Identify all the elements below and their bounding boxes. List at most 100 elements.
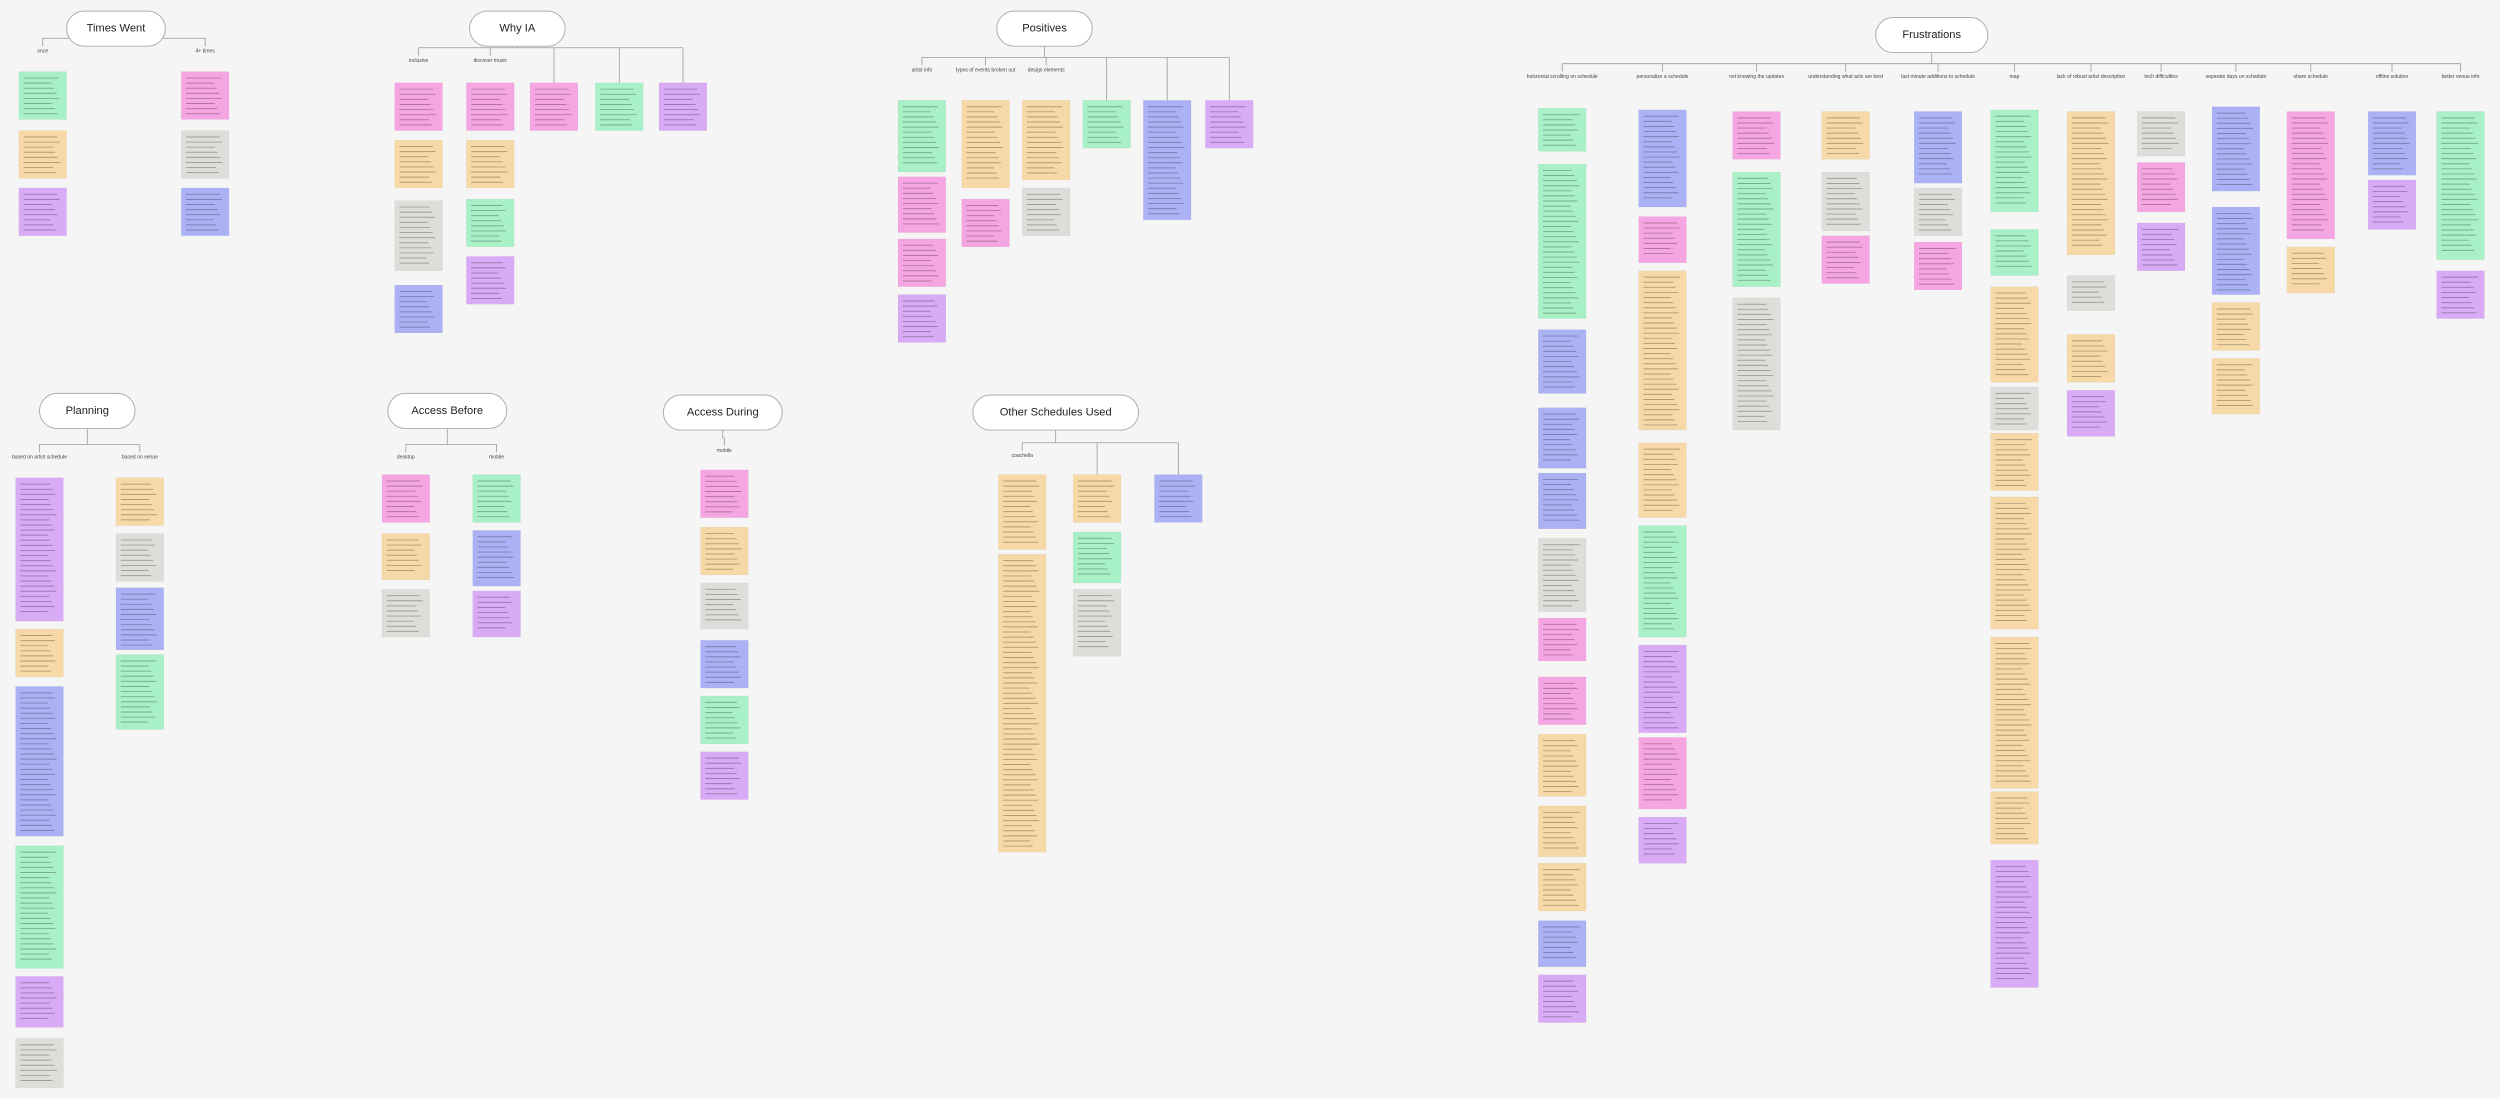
sticky-note xyxy=(15,976,64,1028)
sticky-note xyxy=(1913,241,1963,291)
sticky-note xyxy=(1990,286,2039,383)
cluster-title: Why IA xyxy=(499,23,535,35)
sticky-note xyxy=(15,686,64,837)
branch-label: once xyxy=(37,48,48,54)
sticky-note xyxy=(1990,859,2039,988)
branch-label: horizontal scrolling on schedule xyxy=(1527,74,1598,80)
sticky-note xyxy=(1638,737,1687,810)
sticky-note xyxy=(2367,179,2417,230)
branch-label: mobile xyxy=(717,448,732,454)
cluster: horizontal scrolling on schedule personal… xyxy=(1527,17,2485,1023)
sticky-note xyxy=(2211,358,2261,415)
sticky-note xyxy=(1143,100,1192,221)
sticky-note xyxy=(2367,111,2417,176)
branch-label: personalize a schedule xyxy=(1637,74,1689,80)
sticky-note xyxy=(1072,531,1122,584)
sticky-note xyxy=(1990,432,2039,491)
sticky-note xyxy=(181,130,230,179)
sticky-note xyxy=(1638,270,1687,431)
sticky-note xyxy=(897,294,947,343)
branch-label: mobile xyxy=(489,454,504,460)
sticky-note xyxy=(2286,111,2335,240)
sticky-note xyxy=(961,100,1010,189)
sticky-note xyxy=(2286,246,2335,294)
title-pill xyxy=(1875,17,1989,54)
title-pill xyxy=(662,394,783,431)
sticky-note xyxy=(595,82,644,131)
cluster-title: Access Before xyxy=(411,405,483,417)
sticky-note xyxy=(2211,302,2261,351)
sticky-note xyxy=(1821,171,1870,232)
sticky-note xyxy=(381,533,430,581)
sticky-note xyxy=(472,474,521,523)
sticky-note xyxy=(1638,525,1687,638)
branch-label: share schedule xyxy=(2294,74,2329,80)
sticky-note xyxy=(1538,163,1587,319)
sticky-note xyxy=(181,187,230,236)
sticky-note xyxy=(998,474,1047,550)
sticky-note xyxy=(1538,407,1587,469)
sticky-note xyxy=(1538,617,1587,662)
sticky-note xyxy=(1990,496,2039,630)
branch-label: offline solution xyxy=(2376,74,2409,80)
branch-label: inclusive xyxy=(409,58,429,64)
sticky-note xyxy=(700,640,749,689)
sticky-note xyxy=(1538,108,1587,152)
sticky-note xyxy=(18,71,67,120)
sticky-note xyxy=(15,628,64,678)
sticky-note xyxy=(1538,863,1587,912)
sticky-note xyxy=(2136,111,2186,157)
branch-label: map xyxy=(2010,74,2020,80)
sticky-note xyxy=(700,469,749,518)
sticky-note xyxy=(1538,472,1587,530)
sticky-note xyxy=(394,200,443,272)
sticky-note xyxy=(2066,111,2116,256)
cluster: coachella Other Schedules Used xyxy=(972,394,1203,853)
sticky-note xyxy=(1990,386,2039,431)
cluster-title: Frustrations xyxy=(1902,29,1961,41)
cluster-title: Other Schedules Used xyxy=(1000,406,1112,418)
sticky-note xyxy=(466,82,515,131)
sticky-note xyxy=(2436,270,2485,319)
cluster-title: Positives xyxy=(1022,23,1067,35)
sticky-note xyxy=(700,695,749,745)
sticky-note xyxy=(2211,206,2261,295)
cluster-title: Planning xyxy=(66,405,109,417)
sticky-note xyxy=(1538,538,1587,612)
sticky-note xyxy=(1638,816,1687,864)
branch-label: separate days on schedule xyxy=(2206,74,2267,80)
sticky-note xyxy=(18,187,67,236)
sticky-note xyxy=(961,198,1010,248)
sticky-note xyxy=(2066,389,2116,437)
sticky-note xyxy=(1821,235,1870,284)
sticky-note xyxy=(1638,109,1687,208)
title-pill xyxy=(469,10,566,47)
sticky-note xyxy=(381,474,430,523)
sticky-note xyxy=(394,139,443,189)
sticky-note xyxy=(1538,329,1587,394)
sticky-note xyxy=(466,139,515,189)
cluster: mobile Access During xyxy=(662,394,783,800)
branch-label: coachella xyxy=(1012,453,1034,459)
sticky-note xyxy=(998,554,1047,853)
sticky-note xyxy=(658,82,708,131)
branch-label: based on venue xyxy=(122,454,158,460)
sticky-note xyxy=(529,82,579,131)
title-pill xyxy=(387,392,508,429)
cluster-title: Times Went xyxy=(87,23,147,35)
cluster-title: Access During xyxy=(687,406,759,418)
sticky-note xyxy=(1638,216,1687,264)
sticky-note xyxy=(1913,111,1963,184)
sticky-note xyxy=(1072,474,1122,523)
branch-label: tech difficulties xyxy=(2144,74,2178,80)
sticky-note xyxy=(897,176,947,233)
sticky-note xyxy=(1990,229,2039,276)
sticky-note xyxy=(2066,275,2116,311)
sticky-note xyxy=(1021,187,1071,236)
sticky-note xyxy=(115,533,164,582)
cluster: based on artist schedule based on venue Pl… xyxy=(12,392,164,1089)
sticky-note xyxy=(700,582,749,630)
sticky-note xyxy=(2136,162,2186,213)
branch-label: last minute additions to schedule xyxy=(1901,74,1975,80)
